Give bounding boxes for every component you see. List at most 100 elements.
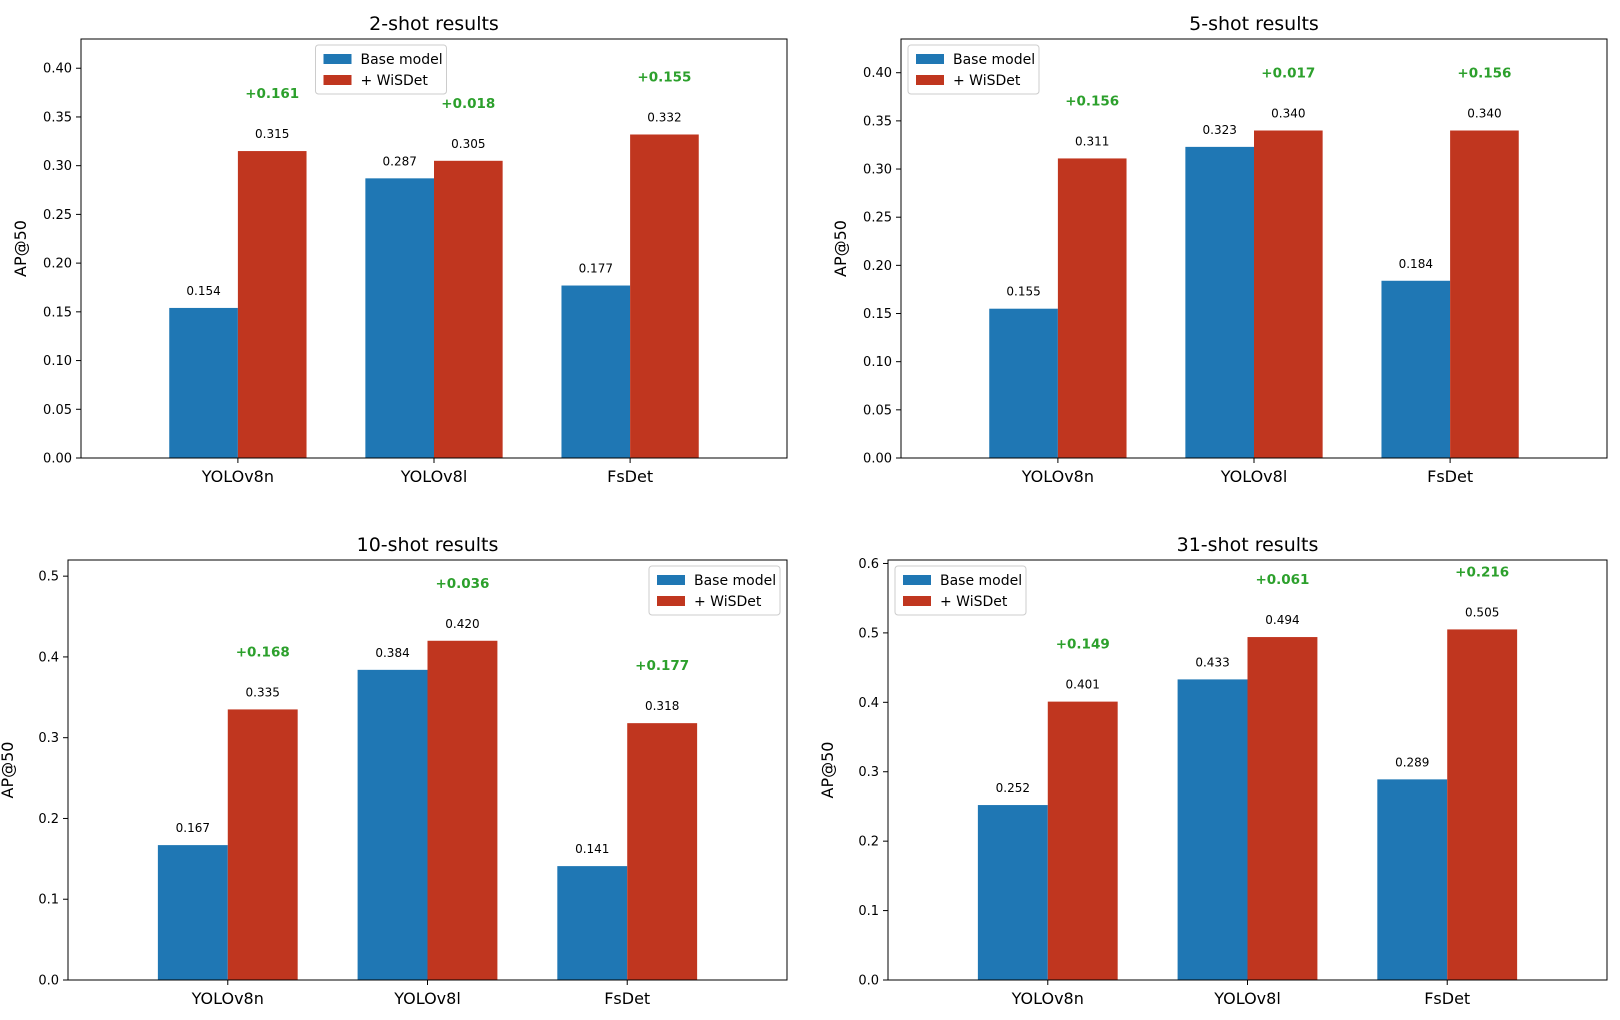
x-tick-label: FsDet [1427,467,1473,486]
legend-label: Base model [953,52,1035,68]
y-tick-label: 0.3 [858,765,879,780]
bar-base-model [365,178,434,458]
bar-value-label: 0.332 [647,110,681,124]
bar-value-label: 0.335 [246,685,280,699]
y-tick-label: 0.15 [43,305,72,320]
chart-panel-3: 10-shot results AP@50 0.0 0.1 0.2 0.3 0.4 0.5 0.… [0,534,788,1008]
legend-swatch-base [903,575,931,585]
chart-title: 31-shot results [1177,534,1319,556]
delta-label: +0.216 [1455,564,1509,580]
bar-base-model [1381,280,1451,458]
y-tick-label: 0.15 [863,307,892,322]
legend: Base model + WiSDet [315,44,447,95]
delta-label: +0.149 [1056,637,1110,653]
legend-label: + WiSDet [361,73,429,89]
bar-value-label: 0.184 [1399,257,1433,271]
bar-value-label: 0.420 [445,617,479,631]
bar-value-label: 0.401 [1066,678,1100,692]
y-tick-label: 0.10 [863,355,892,370]
delta-label: +0.161 [245,86,299,102]
y-axis-label: AP@50 [0,742,17,799]
bar-wisdet [1450,130,1519,459]
legend-swatch-base [916,54,944,64]
legend-label: Base model [361,52,443,68]
y-tick-label: 0.00 [863,452,892,467]
y-tick-label: 0.4 [38,650,59,665]
bar-base-model [1377,779,1448,980]
bar-wisdet [630,134,699,458]
bar-value-label: 0.305 [451,137,485,151]
bar-wisdet [434,160,503,459]
delta-label: +0.017 [1261,66,1315,82]
bar-value-label: 0.167 [176,821,210,835]
legend-label: Base model [940,573,1022,589]
x-tick-label: FsDet [607,467,653,486]
bar-value-label: 0.141 [575,842,609,856]
y-tick-label: 0.40 [43,62,72,77]
y-tick-label: 0.10 [43,354,72,369]
bar-value-label: 0.505 [1465,605,1499,619]
y-tick-label: 0.05 [863,403,892,418]
axes-frame [67,559,788,981]
delta-label: +0.036 [435,576,489,592]
y-tick-label: 0.4 [858,696,879,711]
bar-base-model [977,805,1048,980]
delta-label: +0.177 [635,658,689,674]
legend: Base model + WiSDet [907,44,1040,95]
bar-value-label: 0.433 [1195,655,1229,669]
bar-wisdet [1047,701,1118,980]
bar-base-model [1177,679,1248,980]
bar-wisdet [1254,130,1323,459]
y-tick-label: 0.00 [43,452,72,467]
axes-frame [887,559,1608,981]
bar-value-label: 0.340 [1467,107,1501,121]
bar-base-model [1185,146,1254,458]
y-tick-label: 0.5 [858,626,879,641]
delta-label: +0.018 [441,96,495,112]
bar-value-label: 0.155 [1006,285,1040,299]
x-tick-label: YOLOv8n [191,989,264,1008]
y-tick-label: 0.5 [38,570,59,585]
chart-title: 2-shot results [369,13,499,35]
bar-wisdet [1447,629,1518,980]
legend: Base model + WiSDet [894,565,1027,616]
bar-value-label: 0.177 [579,262,613,276]
bar-base-model [989,308,1058,458]
y-tick-label: 0.2 [858,835,879,850]
bar-base-model [557,866,628,980]
bar-value-label: 0.384 [375,646,409,660]
y-tick-label: 0.1 [38,893,59,908]
y-tick-label: 0.0 [38,974,59,989]
legend-swatch-wisdet [903,596,931,606]
x-tick-label: YOLOv8l [400,467,468,486]
bar-base-model [169,307,238,458]
delta-label: +0.061 [1255,572,1309,588]
y-tick-label: 0.2 [38,812,59,827]
bar-wisdet [627,723,698,980]
bar-value-label: 0.323 [1203,123,1237,137]
x-tick-label: YOLOv8l [1213,989,1281,1008]
legend-swatch-wisdet [323,75,352,85]
delta-label: +0.156 [1457,66,1511,82]
delta-label: +0.156 [1065,93,1119,109]
legend-label: + WiSDet [940,594,1008,610]
chart-panel-4: 31-shot results AP@50 0.0 0.1 0.2 0.3 0.4 0.5 0.… [818,534,1608,1008]
x-tick-label: FsDet [1424,989,1470,1008]
x-tick-label: YOLOv8n [1011,989,1084,1008]
y-tick-label: 0.30 [863,163,892,178]
legend-label: + WiSDet [694,594,762,610]
x-tick-label: YOLOv8l [1220,467,1288,486]
y-tick-label: 0.35 [43,110,72,125]
bar-value-label: 0.154 [186,284,220,298]
bar-base-model [357,669,428,980]
bar-value-label: 0.318 [645,699,679,713]
bar-base-model [157,845,228,980]
legend-swatch-wisdet [657,596,685,606]
x-tick-label: YOLOv8l [393,989,461,1008]
y-tick-label: 0.40 [863,66,892,81]
chart-title: 5-shot results [1189,13,1319,35]
x-tick-label: YOLOv8n [1021,467,1094,486]
axes-frame [900,38,1608,459]
chart-panel-1: 2-shot results AP@50 0.00 0.05 0.10 0.15 0.20 0… [11,13,788,486]
